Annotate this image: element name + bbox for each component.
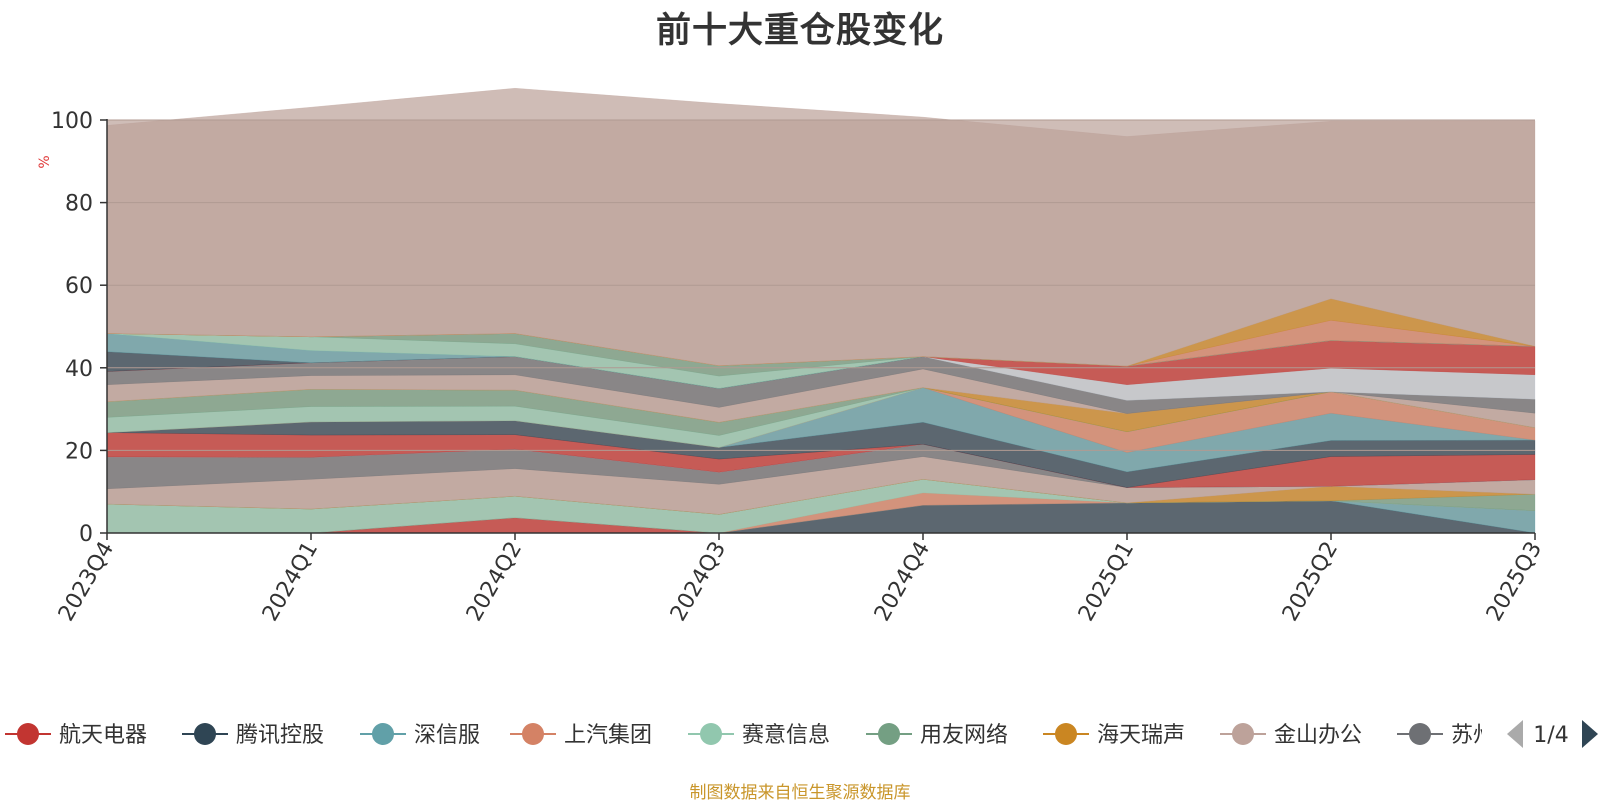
x-tick-label: 2025Q1: [1074, 538, 1139, 626]
legend-label: 上汽集团: [564, 723, 652, 748]
grid-lines: [107, 119, 1535, 451]
legend-marker: [1409, 723, 1431, 745]
legend-item-海天瑞声[interactable]: 海天瑞声: [1043, 723, 1185, 748]
y-tick-label: 20: [65, 439, 93, 464]
x-tick-label: 2024Q3: [666, 538, 731, 626]
x-tick-label: 2023Q4: [54, 538, 119, 626]
legend-item-腾讯控股[interactable]: 腾讯控股: [182, 723, 324, 748]
legend-label: 苏州: [1451, 723, 1495, 748]
legend-item-上汽集团[interactable]: 上汽集团: [510, 723, 652, 748]
legend-marker: [1232, 723, 1254, 745]
legend-label: 金山办公: [1274, 723, 1362, 748]
legend-marker: [194, 723, 216, 745]
x-tick-label: 2024Q4: [870, 538, 935, 626]
legend-marker: [878, 723, 900, 745]
legend-marker: [522, 723, 544, 745]
legend-label: 赛意信息: [742, 723, 830, 748]
legend-item-金山办公[interactable]: 金山办公: [1220, 723, 1362, 748]
chart-title: 前十大重仓股变化: [655, 11, 944, 51]
area-series-group: [106, 87, 1536, 534]
x-tick-label: 2024Q2: [462, 538, 527, 626]
legend-marker: [17, 723, 39, 745]
legend-item-truncated[interactable]: 苏州: [1397, 723, 1495, 748]
legend-item-赛意信息[interactable]: 赛意信息: [688, 723, 830, 748]
legend-next-page-icon[interactable]: [1582, 720, 1598, 748]
y-tick-label: 0: [79, 522, 93, 547]
legend-prev-page-icon[interactable]: [1507, 720, 1523, 748]
x-tick-label: 2024Q1: [258, 538, 323, 626]
legend-marker: [1055, 723, 1077, 745]
legend-label: 深信服: [414, 723, 480, 748]
legend-marker: [372, 723, 394, 745]
y-tick-label: 80: [65, 192, 93, 217]
legend-label: 海天瑞声: [1097, 723, 1185, 748]
x-tick-label: 2025Q2: [1278, 538, 1343, 626]
y-axis-label: %: [37, 155, 53, 168]
legend-item-深信服[interactable]: 深信服: [360, 723, 480, 748]
legend-page-indicator: 1/4: [1533, 723, 1568, 748]
area-series-29: [106, 87, 1536, 367]
data-source-note: 制图数据来自恒生聚源数据库: [689, 783, 911, 803]
y-tick-label: 60: [65, 274, 93, 299]
legend-item-用友网络[interactable]: 用友网络: [866, 723, 1008, 748]
legend-marker: [700, 723, 722, 745]
y-tick-label: 40: [65, 357, 93, 382]
legend-item-航天电器[interactable]: 航天电器: [5, 723, 147, 748]
legend-label: 腾讯控股: [236, 723, 324, 748]
x-tick-label: 2025Q3: [1482, 538, 1547, 626]
legend[interactable]: 航天电器 腾讯控股 深信服 上汽集团 赛意信息 用友网络 海天瑞声 金山办公 苏州 1/4: [5, 720, 1598, 748]
y-tick-label: 100: [51, 109, 93, 134]
legend-label: 航天电器: [59, 723, 147, 748]
legend-label: 用友网络: [920, 723, 1008, 748]
